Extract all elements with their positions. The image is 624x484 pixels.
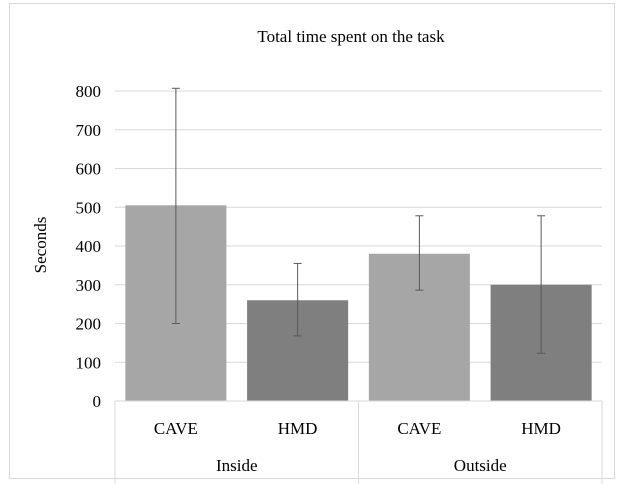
y-tick-label: 400 [76, 237, 102, 256]
x-category-label: HMD [521, 419, 561, 438]
y-tick-label: 200 [76, 315, 102, 334]
x-category-label: HMD [278, 419, 318, 438]
x-category-label: CAVE [154, 419, 198, 438]
y-tick-label: 100 [76, 353, 102, 372]
y-tick-label: 300 [76, 276, 102, 295]
error-bars [171, 87, 546, 354]
y-axis-ticks: 0 100 200 300 400 500 600 700 800 [76, 82, 102, 411]
x-axis: CAVE HMD CAVE HMD Inside Outside [114, 400, 603, 484]
y-tick-label: 800 [76, 82, 102, 101]
y-tick-label: 700 [76, 121, 102, 140]
y-tick-label: 0 [93, 392, 102, 411]
x-group-label: Outside [454, 456, 507, 475]
y-axis-label: Seconds [31, 217, 50, 274]
x-category-label: CAVE [397, 419, 441, 438]
chart-title: Total time spent on the task [257, 27, 445, 46]
y-tick-label: 500 [76, 198, 102, 217]
y-tick-label: 600 [76, 160, 102, 179]
bars [125, 205, 592, 401]
x-group-label: Inside [216, 456, 258, 475]
